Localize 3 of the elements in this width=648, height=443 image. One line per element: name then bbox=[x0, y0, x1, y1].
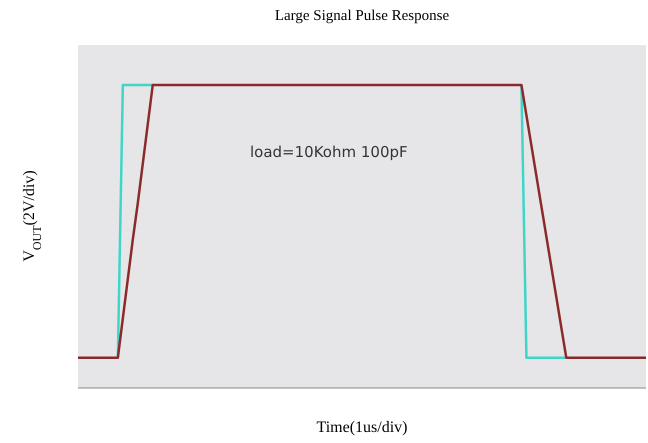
chart-title: Large Signal Pulse Response bbox=[274, 8, 450, 24]
x-axis-title: Time(1us/div) bbox=[316, 419, 408, 436]
annotation: load=10Kohm 100pF bbox=[250, 143, 408, 161]
